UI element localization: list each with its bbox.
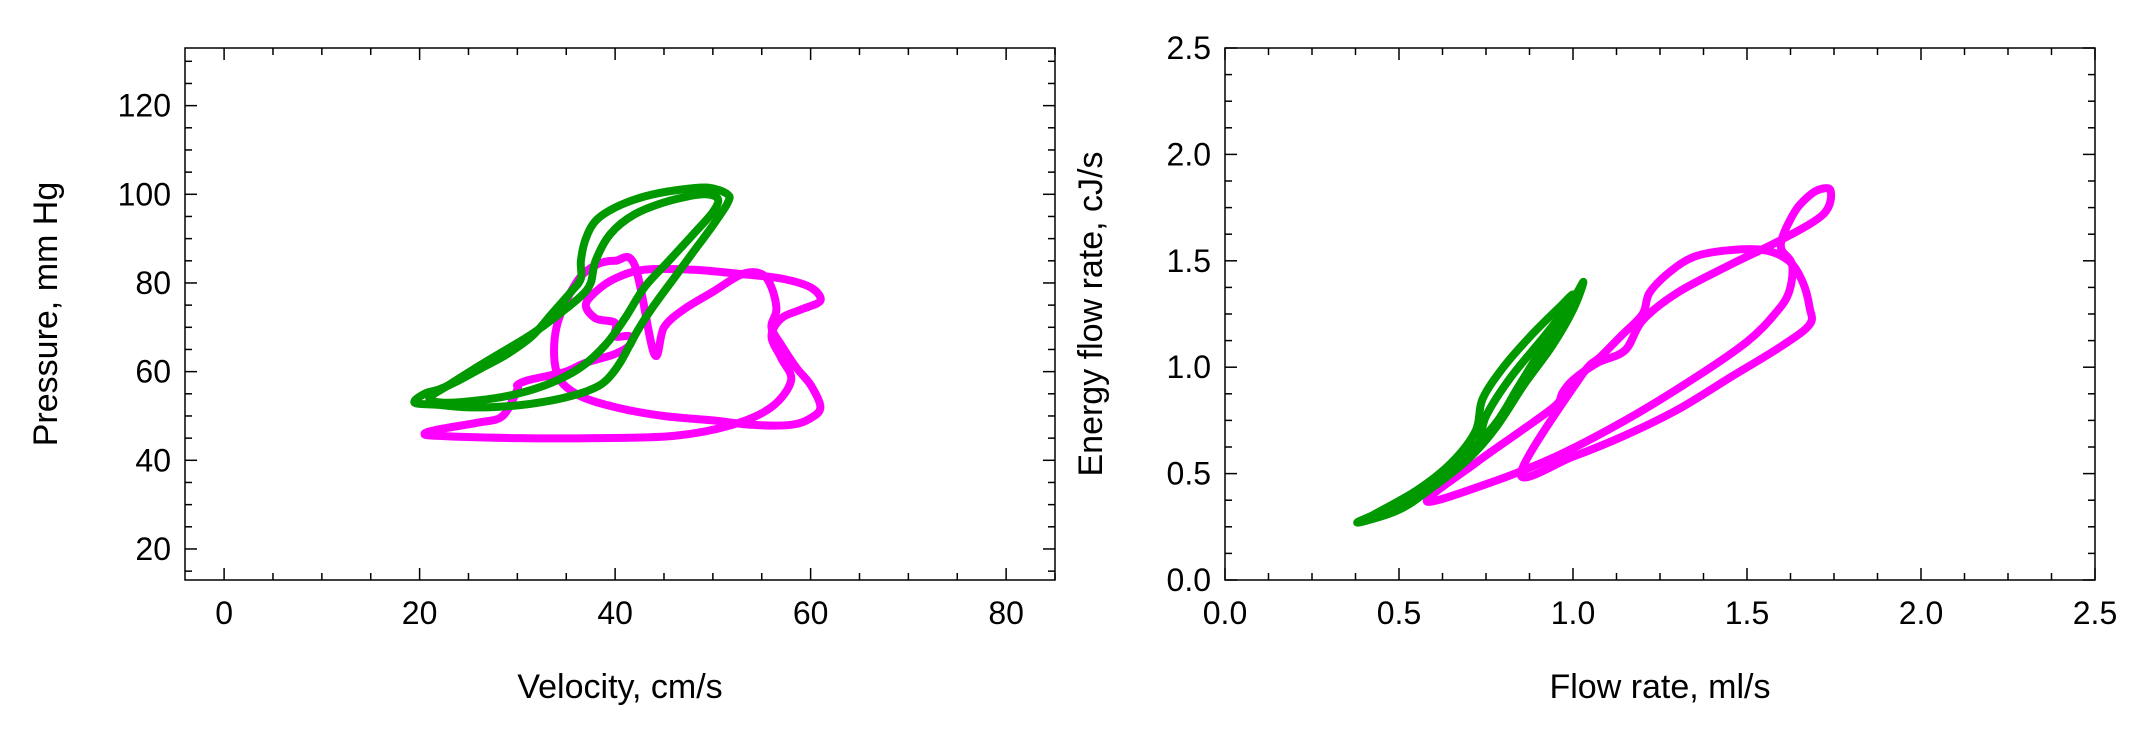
y-tick-label: 0.5 [1167, 456, 1211, 492]
x-tick-label: 0 [215, 595, 233, 631]
series-loop-3 [1367, 290, 1577, 521]
y-tick-label: 100 [118, 176, 171, 212]
x-tick-label: 1.5 [1725, 595, 1769, 631]
x-tick-label: 0.0 [1203, 595, 1247, 631]
plot-frame [1224, 47, 2096, 581]
x-tick-label: 60 [793, 595, 829, 631]
x-axis-label: Velocity, cm/s [517, 668, 722, 706]
y-tick-label: 2.0 [1167, 136, 1211, 172]
y-tick-label: 1.0 [1167, 349, 1211, 385]
y-tick-label: 60 [135, 354, 171, 390]
y-tick-label: 120 [118, 88, 171, 124]
y-tick-label: 20 [135, 531, 171, 567]
y-tick-label: 1.5 [1167, 243, 1211, 279]
energy-flow-panel: 0.0 0.5 1.0 1.5 2.0 2.5 0.0 0.5 1.0 1.5 2.0 2.5 Flow… [1072, 30, 2117, 706]
x-tick-label: 1.0 [1551, 595, 1595, 631]
x-tick-label: 2.0 [1899, 595, 1943, 631]
x-tick-label: 2.5 [2073, 595, 2117, 631]
y-axis-label: Pressure, mm Hg [27, 182, 65, 447]
x-tick-label: 80 [988, 595, 1024, 631]
x-tick-label: 0.5 [1377, 595, 1421, 631]
series-loop-1 [1516, 245, 1816, 482]
y-tick-label: 40 [135, 442, 171, 478]
y-tick-label: 2.5 [1167, 30, 1211, 66]
series-loop-3 [425, 190, 723, 407]
series-loop-0 [1422, 184, 1836, 506]
x-tick-label: 20 [402, 595, 438, 631]
y-tick-label: 0.0 [1167, 562, 1211, 598]
y-tick-label: 80 [135, 265, 171, 301]
plot-frame [184, 47, 1056, 581]
x-axis-label: Flow rate, ml/s [1549, 668, 1770, 706]
y-axis-label: Energy flow rate, cJ/s [1072, 151, 1110, 476]
pressure-velocity-panel: 0 20 40 60 80 20 40 60 80 100 120 Velocity, cm/s Pre… [27, 47, 1056, 706]
x-tick-label: 40 [597, 595, 633, 631]
